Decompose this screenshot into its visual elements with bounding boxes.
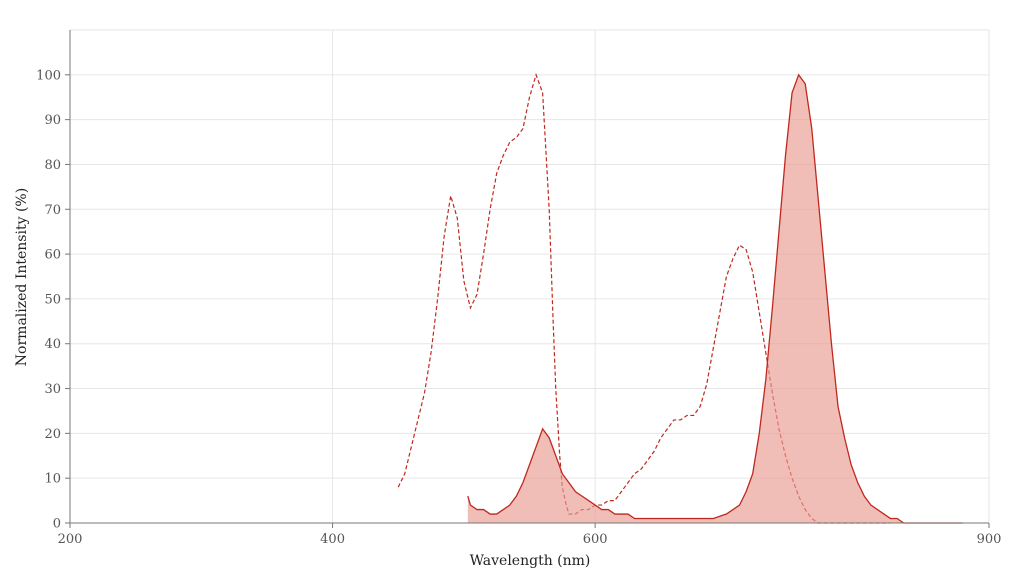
y-tick-label: 100: [36, 68, 61, 83]
y-axis-title: Normalized Intensity (%): [14, 188, 30, 366]
y-tick-label: 50: [44, 292, 61, 307]
x-tick-label: 200: [58, 532, 83, 547]
x-tick-label: 600: [583, 532, 608, 547]
tick-labels: 0 10 20 30 40 50 60 70 80 90 100 200 400 600 900: [36, 68, 1001, 547]
emission-line: [467, 73, 963, 524]
y-tick-label: 80: [44, 158, 61, 173]
y-tick-label: 70: [44, 203, 61, 218]
y-tick-label: 0: [53, 517, 61, 532]
y-tick-label: 30: [44, 382, 61, 397]
x-tick-label: 400: [320, 532, 345, 547]
y-tick-label: 10: [44, 472, 61, 487]
y-tick-label: 40: [44, 337, 61, 352]
y-tick-label: 90: [44, 113, 61, 128]
x-axis-title: Wavelength (nm): [470, 553, 591, 569]
x-tick-label: 900: [977, 532, 1002, 547]
y-tick-label: 60: [44, 248, 61, 263]
y-tick-label: 20: [44, 427, 61, 442]
axes: [65, 30, 990, 528]
series-layer: [397, 72, 963, 524]
grid: [70, 29, 990, 523]
